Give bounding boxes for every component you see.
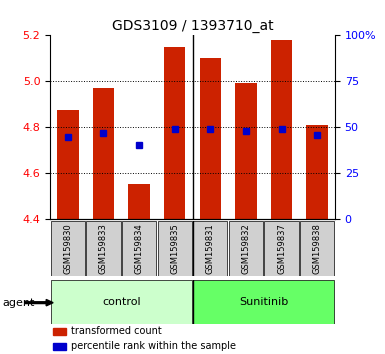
Bar <box>193 280 334 324</box>
Text: agent: agent <box>2 298 34 308</box>
Bar <box>300 221 334 276</box>
Text: GSM159837: GSM159837 <box>277 223 286 274</box>
Bar <box>229 221 263 276</box>
Text: GSM159833: GSM159833 <box>99 223 108 274</box>
Text: GSM159831: GSM159831 <box>206 223 215 274</box>
Bar <box>193 221 228 276</box>
Bar <box>157 221 192 276</box>
Text: GSM159835: GSM159835 <box>170 223 179 274</box>
Bar <box>93 88 114 219</box>
Bar <box>122 221 156 276</box>
Title: GDS3109 / 1393710_at: GDS3109 / 1393710_at <box>112 19 273 33</box>
Bar <box>164 47 186 219</box>
Text: transformed count: transformed count <box>71 326 162 336</box>
Bar <box>271 40 292 219</box>
Bar <box>199 58 221 219</box>
Text: GSM159838: GSM159838 <box>313 223 321 274</box>
Bar <box>264 221 299 276</box>
Text: GSM159832: GSM159832 <box>241 223 250 274</box>
Text: percentile rank within the sample: percentile rank within the sample <box>71 342 236 352</box>
Bar <box>51 280 192 324</box>
Text: control: control <box>102 297 141 307</box>
Bar <box>51 221 85 276</box>
Bar <box>86 221 121 276</box>
Bar <box>235 82 257 219</box>
Bar <box>57 110 79 219</box>
Bar <box>306 125 328 219</box>
Bar <box>53 328 67 335</box>
Text: GSM159834: GSM159834 <box>135 223 144 274</box>
Text: Sunitinib: Sunitinib <box>239 297 288 307</box>
Bar <box>128 184 150 219</box>
Bar <box>53 343 67 350</box>
Text: GSM159830: GSM159830 <box>64 223 72 274</box>
